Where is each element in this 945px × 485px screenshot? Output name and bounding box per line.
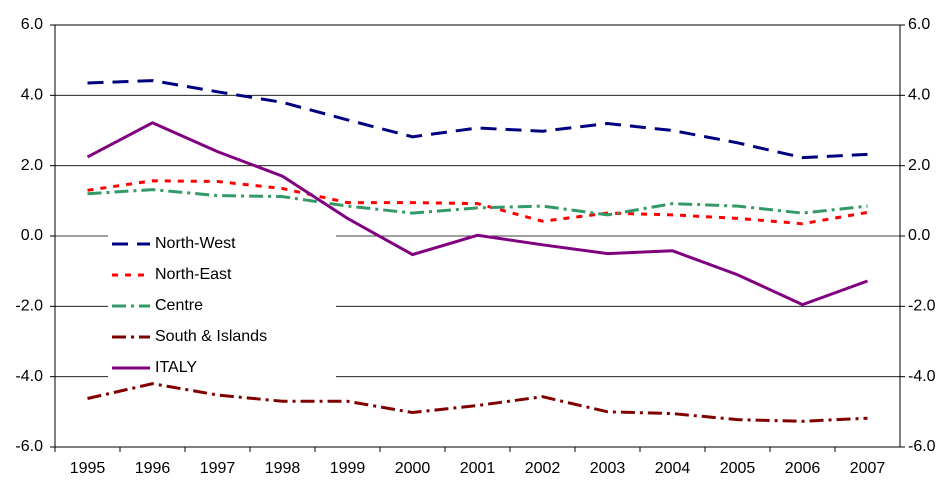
series-line [86, 121, 869, 307]
legend-label: South & Islands [155, 328, 267, 345]
series-line [87, 79, 868, 160]
y-tick-label: 4.0 [21, 87, 43, 104]
y2-tick-label: 4.0 [908, 87, 930, 104]
x-tick-label: 2000 [395, 460, 431, 477]
x-tick-label: 2005 [720, 460, 756, 477]
legend-label: North-West [155, 235, 236, 252]
x-tick-label: 2003 [590, 460, 626, 477]
x-tick-label: 2001 [460, 460, 496, 477]
legend-label: North-East [155, 266, 232, 283]
x-tick-label: 2004 [655, 460, 691, 477]
x-tick-label: 2002 [525, 460, 561, 477]
y2-tick-label: -2.0 [908, 298, 936, 315]
series-line [87, 382, 868, 423]
x-tick-label: 2007 [850, 460, 886, 477]
y-tick-label: -2.0 [15, 298, 43, 315]
series-line [87, 188, 868, 217]
legend-box [108, 226, 336, 382]
legend-label: ITALY [155, 359, 197, 376]
y2-tick-label: 0.0 [908, 227, 930, 244]
y2-tick-label: -4.0 [908, 368, 936, 385]
y-tick-label: 2.0 [21, 157, 43, 174]
y-tick-label: 6.0 [21, 16, 43, 33]
y2-tick-label: 2.0 [908, 157, 930, 174]
legend-label: Centre [155, 297, 203, 314]
x-tick-label: 1998 [265, 460, 301, 477]
y-tick-label: -4.0 [15, 368, 43, 385]
x-tick-label: 1995 [70, 460, 106, 477]
y2-tick-label: -6.0 [908, 438, 936, 455]
x-tick-label: 2006 [785, 460, 821, 477]
y-tick-label: 0.0 [21, 227, 43, 244]
x-tick-label: 1996 [135, 460, 171, 477]
x-tick-label: 1997 [200, 460, 236, 477]
y-tick-label: -6.0 [15, 438, 43, 455]
y2-tick-label: 6.0 [908, 16, 930, 33]
series-line [87, 179, 868, 226]
x-tick-label: 1999 [330, 460, 366, 477]
